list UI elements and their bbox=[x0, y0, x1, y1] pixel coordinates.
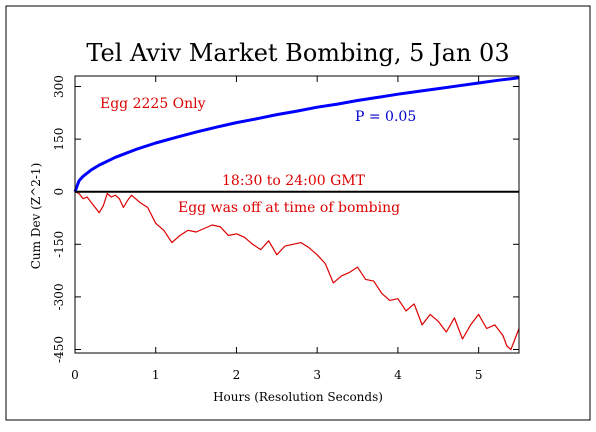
y-tick-label: -150 bbox=[52, 231, 66, 258]
p-0.05-envelope-line bbox=[73, 76, 520, 193]
x-tick-label: 3 bbox=[313, 368, 321, 382]
y-axis-label: Cum Dev (Z^2-1) bbox=[29, 163, 43, 270]
x-tick-label: 4 bbox=[394, 368, 402, 382]
plot-frame bbox=[74, 75, 520, 354]
x-axis: 0 1 2 3 4 5 bbox=[71, 76, 482, 382]
y-tick-label: -450 bbox=[52, 336, 66, 363]
x-tick-label: 0 bbox=[71, 368, 79, 382]
egg-off-annotation: Egg was off at time of bombing bbox=[178, 200, 400, 216]
x-tick-label: 5 bbox=[475, 368, 483, 382]
cumulative-deviation-line bbox=[74, 191, 520, 351]
chart-title: Tel Aviv Market Bombing, 5 Jan 03 bbox=[86, 39, 509, 67]
series-layer bbox=[73, 76, 520, 351]
x-axis-label: Hours (Resolution Seconds) bbox=[213, 390, 383, 404]
figure-border bbox=[5, 5, 591, 421]
y-tick-label: 0 bbox=[52, 188, 66, 196]
y-tick-label: 300 bbox=[52, 75, 66, 98]
y-axis: -450 -300 -150 0 150 300 bbox=[52, 75, 519, 363]
p-value-annotation: P = 0.05 bbox=[355, 109, 416, 125]
time-window-annotation: 18:30 to 24:00 GMT bbox=[222, 173, 366, 189]
x-tick-label: 1 bbox=[152, 368, 160, 382]
plot-area: 0 1 2 3 4 5 -450 -300 -150 0 150 300 bbox=[52, 75, 520, 382]
egg-id-annotation: Egg 2225 Only bbox=[100, 96, 206, 112]
y-tick-label: 150 bbox=[52, 128, 66, 151]
x-tick-label: 2 bbox=[233, 368, 241, 382]
y-tick-label: -300 bbox=[52, 283, 66, 310]
